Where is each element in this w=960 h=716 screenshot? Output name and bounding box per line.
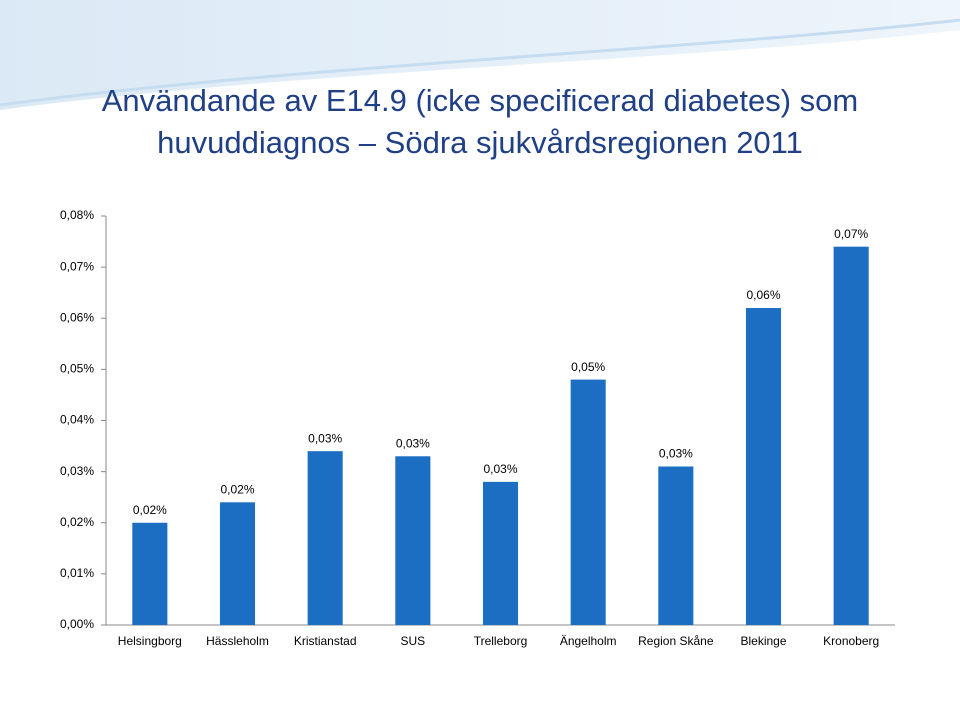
bar	[833, 246, 869, 626]
x-tick-label: Kronoberg	[823, 634, 879, 648]
x-tick-label: Kristianstad	[294, 634, 357, 648]
y-tick-label: 0,05%	[60, 362, 94, 376]
y-tick-label: 0,02%	[60, 515, 94, 529]
bar	[482, 481, 519, 625]
data-label: 0,07%	[834, 227, 868, 241]
header-swoosh	[0, 0, 960, 110]
data-label: 0,03%	[396, 436, 430, 450]
data-label: 0,02%	[220, 482, 254, 496]
bar	[658, 466, 694, 625]
x-tick-label: Trelleborg	[474, 634, 528, 648]
bar	[219, 502, 256, 625]
bar	[307, 451, 343, 625]
y-tick-label: 0,08%	[60, 208, 94, 222]
x-tick-label: Blekinge	[740, 634, 786, 648]
data-label: 0,03%	[659, 447, 693, 461]
data-label: 0,05%	[571, 360, 605, 374]
bar	[570, 379, 606, 625]
data-label: 0,06%	[746, 288, 780, 302]
bar	[395, 456, 431, 625]
y-tick-label: 0,03%	[60, 464, 94, 478]
y-tick-label: 0,06%	[60, 310, 94, 324]
header-swoosh-line	[0, 18, 960, 107]
x-tick-label: Hässleholm	[206, 634, 269, 648]
x-tick-label: Region Skåne	[638, 634, 714, 648]
data-label: 0,02%	[133, 503, 167, 517]
x-tick-label: Ängelholm	[560, 634, 617, 648]
data-label: 0,03%	[483, 462, 517, 476]
data-label: 0,03%	[308, 431, 342, 445]
y-tick-label: 0,00%	[60, 617, 94, 631]
y-tick-label: 0,04%	[60, 413, 94, 427]
x-tick-label: Helsingborg	[118, 634, 182, 648]
bar	[132, 522, 168, 625]
y-tick-label: 0,07%	[60, 259, 94, 273]
bar	[745, 308, 782, 625]
y-tick-label: 0,01%	[60, 566, 94, 580]
chart-title: Användande av E14.9 (icke specificerad d…	[101, 83, 859, 160]
x-tick-label: SUS	[400, 634, 425, 648]
